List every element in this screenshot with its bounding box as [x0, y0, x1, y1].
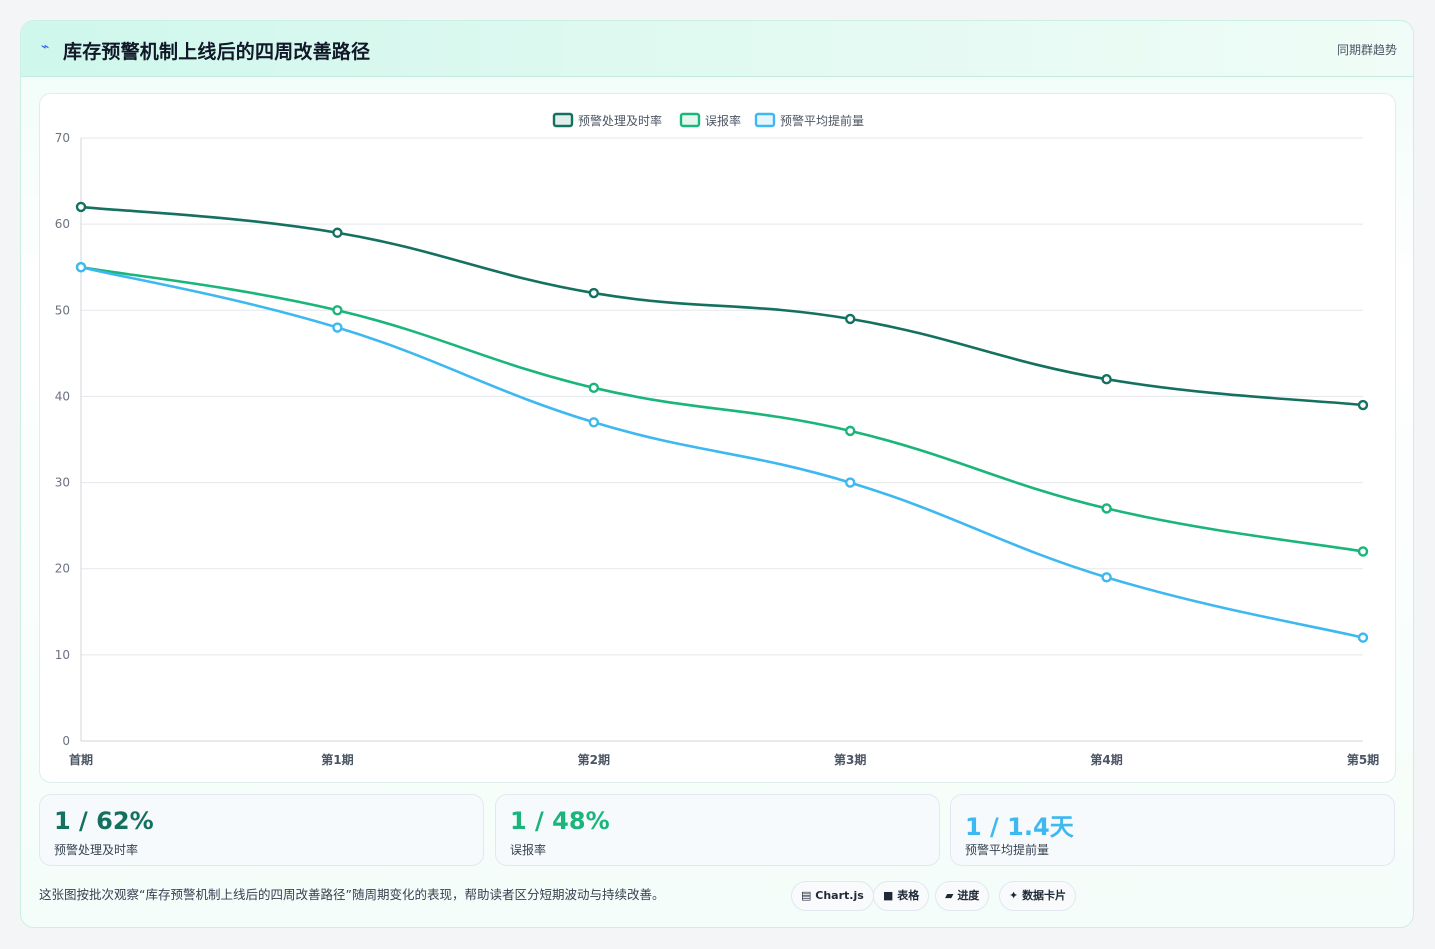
kpi-label: 预警平均提前量 [965, 843, 1050, 857]
pill-table[interactable]: ■ 表格 [873, 881, 930, 911]
y-tick-label: 40 [55, 389, 70, 403]
data-point [588, 417, 599, 428]
pill-label: Chart.js [815, 889, 864, 902]
kpi-label: 误报率 [510, 843, 547, 857]
y-tick-label: 30 [55, 476, 70, 490]
card-header: ⌁ 库存预警机制上线后的四周改善路径 同期群趋势 [21, 21, 1413, 77]
data-point [845, 425, 856, 437]
page-title: 库存预警机制上线后的四周改善路径 [63, 41, 371, 63]
footer-note: 这张图按批次观察“库存预警机制上线后的四周改善路径”随周期变化的表现，帮助读者区… [39, 887, 665, 902]
chart-card: ⌁ 库存预警机制上线后的四周改善路径 同期群趋势 0 10 20 30 40 50 60 70… [20, 20, 1414, 928]
x-tick-label: 第5期 [1347, 752, 1379, 767]
data-point [845, 477, 856, 488]
kpi-label: 预警处理及时率 [54, 843, 139, 857]
pill-chartjs[interactable]: ▤ Chart.js [791, 881, 874, 911]
lightning-icon: ⌁ [41, 39, 50, 55]
data-point [1101, 503, 1112, 514]
series-line-0 [80, 205, 1364, 407]
data-point [75, 262, 87, 273]
data-point [1101, 572, 1112, 583]
pill-label: 数据卡片 [1022, 889, 1067, 902]
pill-progress[interactable]: ▰ 进度 [935, 881, 990, 911]
series-line-2 [80, 265, 1364, 639]
x-tick-label: 第4期 [1090, 752, 1122, 767]
kpi-value: 1 / 1.4天 [965, 813, 1074, 841]
x-tick-label: 第1期 [321, 752, 353, 767]
kpi-value: 1 / 62% [54, 807, 154, 835]
table-icon: ■ [883, 889, 894, 902]
y-tick-label: 20 [55, 562, 70, 576]
data-point [1357, 632, 1369, 643]
legend-label: 预警平均提前量 [780, 113, 864, 128]
data-point [845, 313, 856, 325]
kpi-value: 1 / 48% [510, 807, 610, 835]
legend-label: 预警处理及时率 [578, 113, 662, 128]
y-tick-label: 70 [55, 131, 70, 145]
data-point [75, 201, 87, 213]
y-tick-label: 50 [55, 303, 70, 317]
series-line-1 [80, 265, 1364, 553]
pill-label: 进度 [957, 889, 980, 902]
legend-swatch [679, 112, 701, 128]
x-tick-label: 第3期 [834, 752, 866, 767]
data-point [332, 227, 343, 238]
x-tick-label: 首期 [69, 752, 93, 767]
line-chart: 0 10 20 30 40 50 60 70 首期 第1期 第2期 第3期 第4期 第5期 预警处理及时率 误… [55, 112, 1379, 767]
data-point [1357, 399, 1369, 411]
kpi-card-0: 1 / 62% 预警处理及时率 [39, 794, 484, 866]
legend-swatch [552, 112, 574, 128]
header-tag: 同期群趋势 [1336, 43, 1397, 57]
data-point [1101, 374, 1112, 385]
data-point [332, 322, 343, 333]
sparkle-icon: ✦ [1009, 889, 1019, 902]
data-point [588, 287, 599, 299]
y-tick-label: 60 [55, 217, 70, 231]
pill-data-card[interactable]: ✦ 数据卡片 [999, 881, 1077, 911]
kpi-card-2: 1 / 1.4天 预警平均提前量 [950, 794, 1395, 866]
data-point [588, 382, 599, 394]
data-point [332, 305, 343, 316]
legend-swatch [754, 112, 776, 128]
data-point [1357, 546, 1369, 557]
y-tick-label: 10 [55, 648, 70, 662]
progress-icon: ▰ [945, 889, 954, 902]
legend-label: 误报率 [705, 113, 741, 128]
chart-icon: ▤ [801, 889, 812, 902]
chart-panel: 0 10 20 30 40 50 60 70 首期 第1期 第2期 第3期 第4期 第5期 预警处理及时率 误… [39, 93, 1396, 783]
kpi-card-1: 1 / 48% 误报率 [495, 794, 940, 866]
pill-label: 表格 [897, 889, 920, 902]
y-tick-label: 0 [62, 734, 70, 748]
x-tick-label: 第2期 [578, 752, 610, 767]
